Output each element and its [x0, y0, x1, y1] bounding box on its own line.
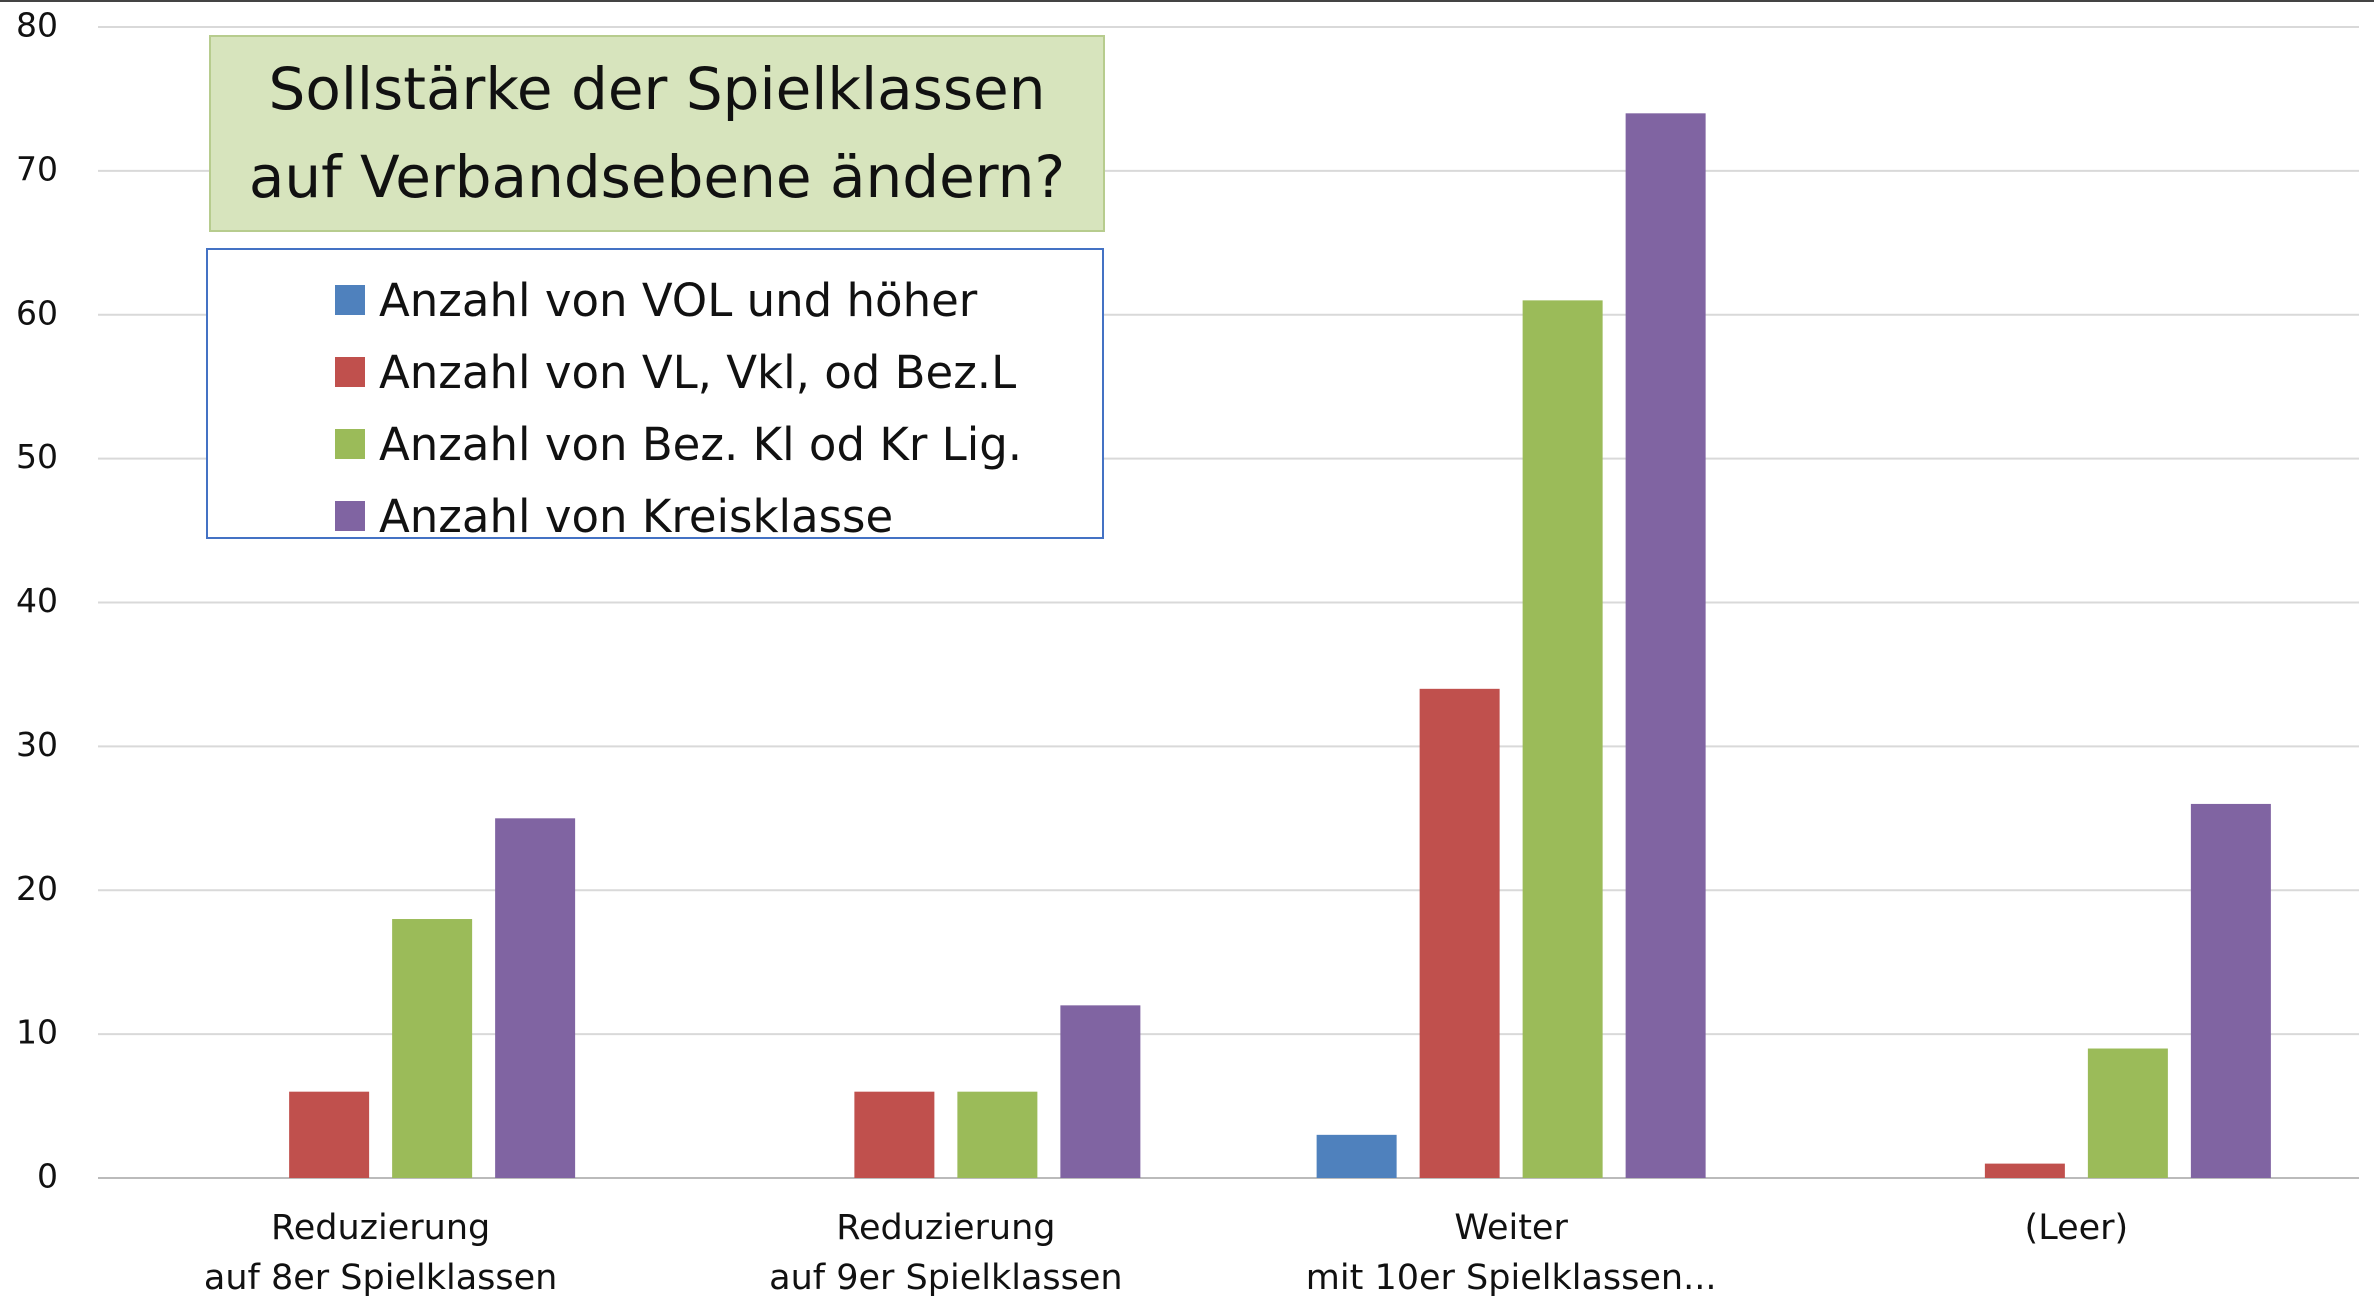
- legend-item: Anzahl von VL, Vkl, od Bez.L: [208, 336, 1102, 408]
- legend-label: Anzahl von Kreisklasse: [379, 489, 894, 543]
- y-tick-label: 50: [16, 437, 58, 476]
- x-tick-label: Weiter mit 10er Spielklassen...: [1305, 1208, 1717, 1298]
- bar: [1419, 688, 1500, 1178]
- bar: [1316, 1134, 1397, 1178]
- bar: [957, 1091, 1038, 1178]
- legend-item: Anzahl von Bez. Kl od Kr Lig.: [208, 408, 1102, 480]
- bar: [392, 919, 473, 1178]
- legend-label: Anzahl von VOL und höher: [379, 273, 978, 327]
- legend-item: Anzahl von Kreisklasse: [208, 480, 1102, 552]
- legend-swatch: [335, 357, 365, 387]
- legend-label: Anzahl von Bez. Kl od Kr Lig.: [379, 417, 1023, 471]
- x-tick-label: Reduzierung auf 9er Spielklassen: [769, 1208, 1123, 1298]
- legend-label: Anzahl von VL, Vkl, od Bez.L: [379, 345, 1017, 399]
- bar: [1625, 113, 1706, 1179]
- x-tick-label: (Leer): [2024, 1208, 2129, 1248]
- y-tick-label: 10: [16, 1013, 58, 1052]
- legend-item: Anzahl von VOL und höher: [208, 264, 1102, 336]
- y-tick-label: 70: [16, 149, 58, 188]
- y-tick-label: 60: [16, 293, 58, 332]
- legend-swatch: [335, 501, 365, 531]
- bar: [2190, 803, 2271, 1178]
- bar: [495, 818, 576, 1178]
- bar: [1984, 1163, 2065, 1178]
- bar: [1060, 1005, 1141, 1178]
- legend: Anzahl von VOL und höher Anzahl von VL, V…: [206, 248, 1104, 543]
- y-tick-label: 20: [16, 869, 58, 908]
- legend-swatch: [335, 285, 365, 315]
- x-tick-label: Reduzierung auf 8er Spielklassen: [203, 1208, 558, 1298]
- y-tick-label: 80: [16, 6, 58, 45]
- bar: [1522, 300, 1603, 1178]
- chart-title: Sollstärke der Spielklassen auf Verbands…: [209, 35, 1105, 232]
- bar: [2087, 1048, 2168, 1178]
- y-tick-label: 40: [16, 581, 58, 620]
- bar: [289, 1091, 370, 1178]
- bar: [854, 1091, 935, 1178]
- y-tick-label: 0: [37, 1157, 58, 1196]
- legend-swatch: [335, 429, 365, 459]
- y-tick-label: 30: [16, 725, 58, 764]
